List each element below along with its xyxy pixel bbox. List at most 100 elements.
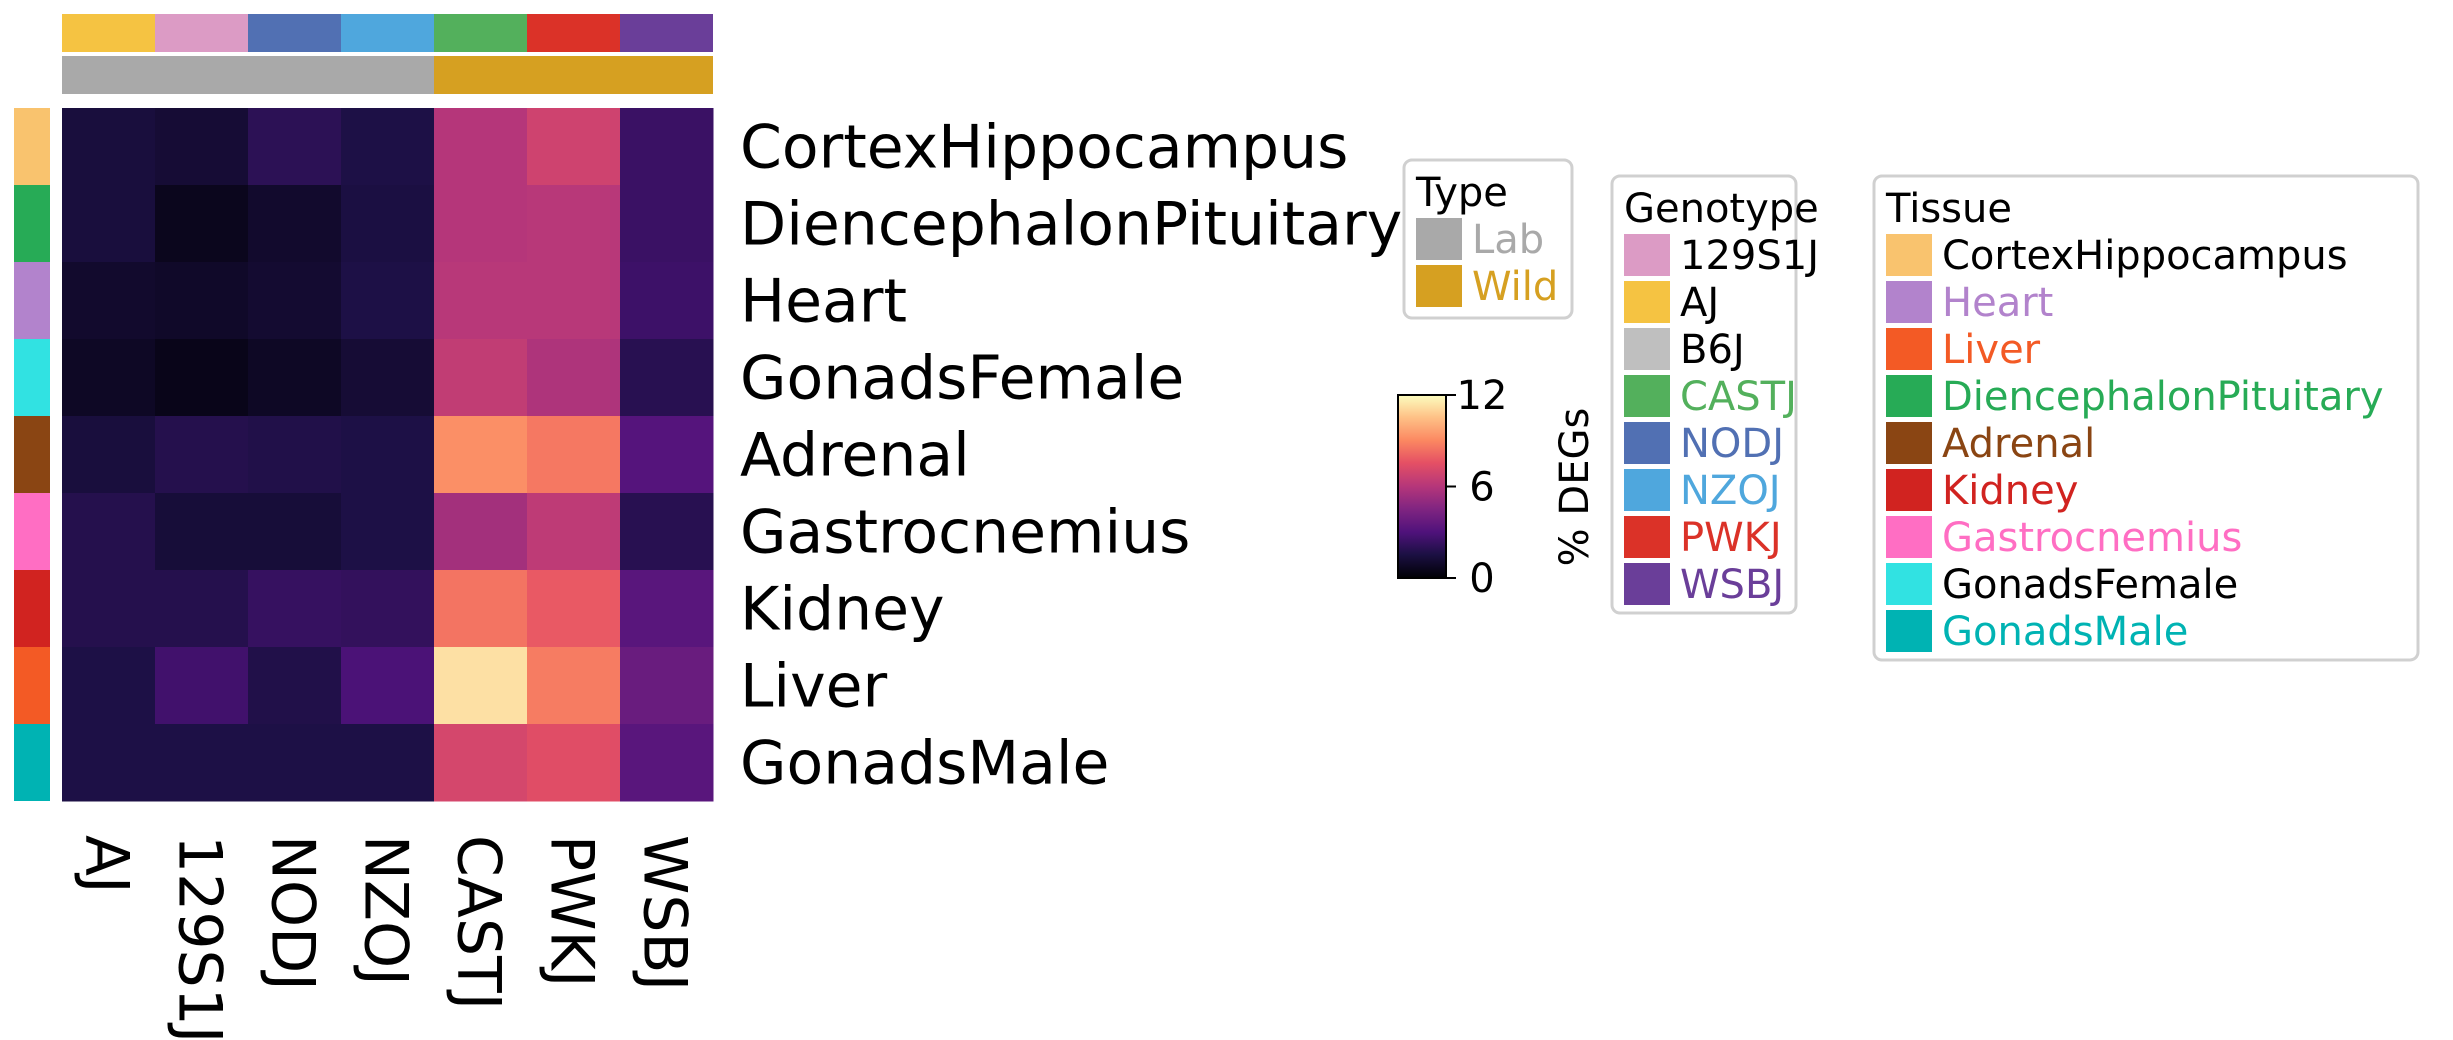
legend-label: Gastrocnemius xyxy=(1942,515,2242,561)
cell-GonadsFemale-CASTJ xyxy=(434,339,528,417)
legend-frame xyxy=(1872,174,2420,662)
cell-GonadsFemale-129S1J xyxy=(155,339,249,417)
cell-Kidney-NZOJ xyxy=(341,570,435,648)
legend-label: AJ xyxy=(1680,280,1719,326)
cell-Kidney-PWKJ xyxy=(527,570,621,648)
cell-GonadsMale-AJ xyxy=(62,724,156,802)
col-color-NZOJ xyxy=(341,14,434,52)
cell-GonadsMale-CASTJ xyxy=(434,724,528,802)
legend-label: Heart xyxy=(1942,280,2053,326)
legend-swatch xyxy=(1624,328,1670,370)
col-type-AJ xyxy=(62,56,155,94)
colorbar: 0 6 12 % DEGs xyxy=(1397,373,1598,602)
column-label: AJ xyxy=(72,835,142,894)
cell-Liver-PWKJ xyxy=(527,647,621,725)
col-color-CASTJ xyxy=(434,14,527,52)
row-color-bar xyxy=(14,108,50,801)
cell-Liver-NZOJ xyxy=(341,647,435,725)
col-type-WSBJ xyxy=(620,56,713,94)
cell-GonadsFemale-NZOJ xyxy=(341,339,435,417)
legend-swatch xyxy=(1886,422,1932,464)
legend-swatch xyxy=(1886,375,1932,417)
legend-tissue: TissueCortexHippocampusHeartLiverDiencep… xyxy=(1872,174,2420,662)
cell-Adrenal-AJ xyxy=(62,416,156,494)
column-label: 129S1J xyxy=(165,835,235,1040)
legend-label: NODJ xyxy=(1680,421,1784,467)
row-label: DiencephalonPituitary xyxy=(740,190,1402,260)
row-color-Adrenal xyxy=(14,416,50,493)
colorbar-label: % DEGs xyxy=(1552,408,1598,567)
legend-swatch xyxy=(1624,563,1670,605)
cell-Heart-PWKJ xyxy=(527,262,621,340)
row-color-GonadsFemale xyxy=(14,339,50,416)
row-label: GonadsFemale xyxy=(740,344,1184,414)
cell-Adrenal-WSBJ xyxy=(620,416,714,494)
cell-DiencephalonPituitary-AJ xyxy=(62,185,156,263)
cell-GonadsFemale-WSBJ xyxy=(620,339,714,417)
cell-Liver-AJ xyxy=(62,647,156,725)
row-color-Heart xyxy=(14,262,50,339)
cell-Heart-CASTJ xyxy=(434,262,528,340)
cell-Adrenal-129S1J xyxy=(155,416,249,494)
row-color-GonadsMale xyxy=(14,724,50,801)
col-type-CASTJ xyxy=(434,56,527,94)
cell-Adrenal-CASTJ xyxy=(434,416,528,494)
cell-GonadsFemale-PWKJ xyxy=(527,339,621,417)
column-type-bar xyxy=(62,56,713,94)
legend-swatch xyxy=(1416,218,1462,260)
col-type-NODJ xyxy=(248,56,341,94)
legend-label: Liver xyxy=(1942,327,2041,373)
row-label: CortexHippocampus xyxy=(740,113,1348,183)
row-color-CortexHippocampus xyxy=(14,108,50,185)
legend-swatch xyxy=(1886,516,1932,558)
cell-GonadsMale-129S1J xyxy=(155,724,249,802)
column-label: CASTJ xyxy=(444,835,514,1010)
column-label: WSBJ xyxy=(630,835,700,991)
cell-GonadsFemale-NODJ xyxy=(248,339,342,417)
cell-Heart-WSBJ xyxy=(620,262,714,340)
cell-CortexHippocampus-NODJ xyxy=(248,108,342,186)
legend-swatch xyxy=(1624,516,1670,558)
col-color-PWKJ xyxy=(527,14,620,52)
cell-Adrenal-NODJ xyxy=(248,416,342,494)
cell-Heart-NZOJ xyxy=(341,262,435,340)
row-label: Kidney xyxy=(740,575,945,645)
cell-Heart-NODJ xyxy=(248,262,342,340)
legend-label: GonadsMale xyxy=(1942,609,2188,655)
legend-title: Tissue xyxy=(1885,186,2012,232)
cell-Kidney-WSBJ xyxy=(620,570,714,648)
cell-Gastrocnemius-WSBJ xyxy=(620,493,714,571)
col-type-129S1J xyxy=(155,56,248,94)
cell-DiencephalonPituitary-NZOJ xyxy=(341,185,435,263)
cell-Gastrocnemius-NZOJ xyxy=(341,493,435,571)
legend-swatch xyxy=(1624,281,1670,323)
cell-DiencephalonPituitary-NODJ xyxy=(248,185,342,263)
legend-swatch xyxy=(1886,328,1932,370)
cell-Kidney-AJ xyxy=(62,570,156,648)
cell-GonadsMale-WSBJ xyxy=(620,724,714,802)
cell-CortexHippocampus-129S1J xyxy=(155,108,249,186)
row-color-Kidney xyxy=(14,570,50,647)
legend-label: WSBJ xyxy=(1680,562,1784,608)
cell-Gastrocnemius-NODJ xyxy=(248,493,342,571)
legend-swatch xyxy=(1624,375,1670,417)
legend-swatch xyxy=(1886,281,1932,323)
column-label: PWKJ xyxy=(537,835,607,988)
cell-CortexHippocampus-CASTJ xyxy=(434,108,528,186)
cell-GonadsMale-PWKJ xyxy=(527,724,621,802)
column-label: NODJ xyxy=(258,835,328,991)
cell-Kidney-CASTJ xyxy=(434,570,528,648)
cell-CortexHippocampus-AJ xyxy=(62,108,156,186)
row-label: Liver xyxy=(740,652,888,722)
cell-Gastrocnemius-PWKJ xyxy=(527,493,621,571)
cell-Gastrocnemius-AJ xyxy=(62,493,156,571)
cell-GonadsFemale-AJ xyxy=(62,339,156,417)
row-label: Gastrocnemius xyxy=(740,498,1190,568)
legend-swatch xyxy=(1624,234,1670,276)
legend-label: Wild xyxy=(1472,264,1558,310)
heatmap-cells xyxy=(62,108,714,802)
legend-label: PWKJ xyxy=(1680,515,1782,561)
cell-CortexHippocampus-PWKJ xyxy=(527,108,621,186)
legend-label: GonadsFemale xyxy=(1942,562,2238,608)
